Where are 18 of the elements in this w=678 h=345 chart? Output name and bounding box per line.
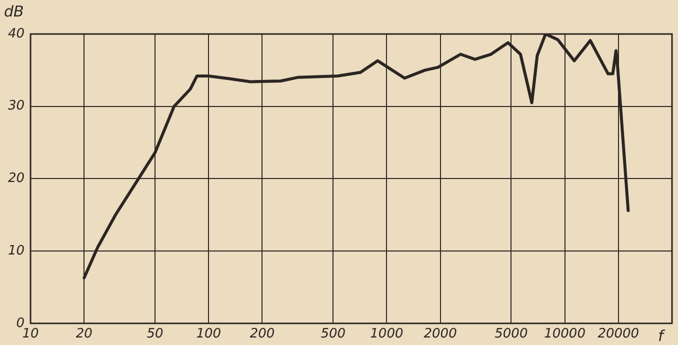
x-tick-label: 100 (196, 326, 222, 342)
y-tick-label: 0 (16, 316, 25, 331)
y-axis-title: dB (4, 2, 24, 20)
x-tick-label: 5000 (494, 326, 528, 342)
x-tick-label: 50 (146, 326, 164, 342)
y-tick-label: 30 (8, 98, 25, 114)
x-tick-label: 20000 (598, 326, 640, 342)
x-tick-label: 10000 (544, 326, 586, 342)
x-tick-label: 500 (320, 326, 346, 342)
x-tick-label: 20 (76, 326, 92, 342)
y-tick-label: 40 (8, 26, 25, 42)
y-tick-label: 20 (8, 171, 25, 186)
x-tick-label: 10 (22, 326, 39, 342)
x-axis-title: f (658, 326, 666, 345)
x-tick-label: 1000 (370, 326, 404, 342)
y-tick-label: 10 (8, 243, 25, 258)
x-tick-label: 2000 (424, 326, 457, 342)
x-tick-label: 200 (250, 326, 275, 342)
